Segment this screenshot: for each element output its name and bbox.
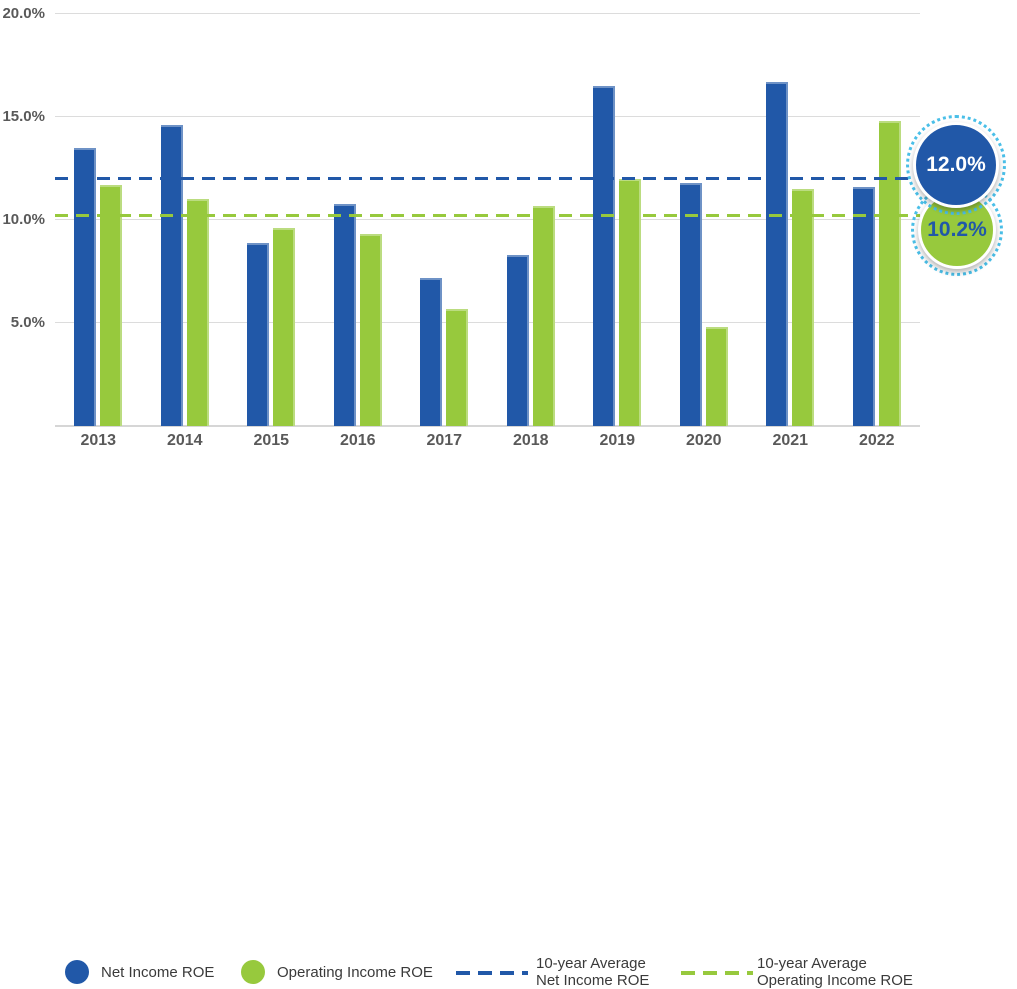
x-axis-labels: 2013 2014 2015 2016 2017 2018 2019 2020 2021 2022 bbox=[55, 432, 920, 456]
legend-operating-average-line1: 10-year Average bbox=[757, 955, 867, 972]
legend-label-operating-income: Operating Income ROE bbox=[277, 964, 433, 981]
legend-operating-average-line2: Operating Income ROE bbox=[757, 972, 913, 989]
x-tick-label-2019: 2019 bbox=[599, 432, 636, 449]
legend-net-average-line2: Net Income ROE bbox=[536, 972, 650, 989]
y-tick-label: 15.0% bbox=[2, 108, 45, 125]
net-income-dot-icon bbox=[65, 960, 89, 984]
operating-income-average-line bbox=[55, 214, 920, 218]
x-axis-line bbox=[55, 425, 920, 427]
net-average-dash-icon bbox=[456, 971, 528, 975]
net-income-average-line bbox=[55, 177, 920, 181]
net-income-bar-2020 bbox=[679, 182, 702, 426]
net-income-bar-2021 bbox=[766, 82, 789, 426]
x-tick-label-2014: 2014 bbox=[166, 432, 203, 449]
operating-average-dash-icon bbox=[681, 971, 753, 975]
bar-group-2014 bbox=[142, 14, 229, 426]
x-tick-label-2015: 2015 bbox=[253, 432, 290, 449]
legend-label-net-average: 10-year Average Net Income ROE bbox=[536, 955, 649, 989]
plot-area bbox=[55, 13, 920, 427]
net-average-value: 12.0% bbox=[926, 153, 986, 176]
legend: Net Income ROE Operating Income ROE 10-y… bbox=[0, 470, 1017, 989]
net-income-bar-2013 bbox=[74, 147, 97, 426]
x-tick-label-2022: 2022 bbox=[858, 432, 895, 449]
operating-income-bar-2022 bbox=[878, 121, 901, 426]
x-tick-label-2021: 2021 bbox=[772, 432, 809, 449]
bar-group-2022 bbox=[834, 14, 921, 426]
net-income-bar-2017 bbox=[420, 277, 443, 426]
x-tick-label-2017: 2017 bbox=[426, 432, 463, 449]
net-income-bar-2015 bbox=[247, 242, 270, 426]
gridline-10.0% bbox=[55, 219, 920, 220]
x-tick-label-2018: 2018 bbox=[512, 432, 549, 449]
y-tick-label: 5.0% bbox=[10, 314, 45, 331]
bar-group-2021 bbox=[747, 14, 834, 426]
net-income-bar-2016 bbox=[333, 203, 356, 426]
dotted-ring-icon bbox=[906, 115, 1006, 215]
y-tick-label: 20.0% bbox=[2, 5, 45, 22]
gridline-15.0% bbox=[55, 116, 920, 117]
bar-group-2015 bbox=[228, 14, 315, 426]
roe-bar-chart: 5.0% 10.0% 15.0% 20.0% 2013 2014 2015 2016 2017… bbox=[0, 5, 1017, 989]
bar-group-2017 bbox=[401, 14, 488, 426]
operating-income-bar-2016 bbox=[359, 234, 382, 426]
operating-income-bar-2018 bbox=[532, 205, 555, 426]
operating-average-value: 10.2% bbox=[927, 218, 987, 241]
gridline-20.0% bbox=[55, 13, 920, 14]
legend-net-average-line1: 10-year Average bbox=[536, 955, 646, 972]
gridline-5.0% bbox=[55, 322, 920, 323]
legend-label-operating-average: 10-year Average Operating Income ROE bbox=[757, 955, 913, 989]
operating-income-bar-2019 bbox=[619, 178, 642, 426]
operating-income-dot-icon bbox=[241, 960, 265, 984]
operating-income-bar-2014 bbox=[186, 199, 209, 426]
bar-group-2016 bbox=[315, 14, 402, 426]
bar-group-2019 bbox=[574, 14, 661, 426]
bar-group-2013 bbox=[55, 14, 142, 426]
y-axis-labels: 5.0% 10.0% 15.0% 20.0% bbox=[0, 5, 50, 426]
x-tick-label-2020: 2020 bbox=[685, 432, 722, 449]
x-tick-label-2016: 2016 bbox=[339, 432, 376, 449]
legend-label-net-income: Net Income ROE bbox=[101, 964, 215, 981]
x-tick-label-2013: 2013 bbox=[80, 432, 117, 449]
net-income-bar-2022 bbox=[852, 187, 875, 426]
operating-income-bar-2020 bbox=[705, 327, 728, 426]
operating-income-bar-2021 bbox=[792, 189, 815, 426]
net-income-bar-2014 bbox=[160, 125, 183, 426]
operating-income-bar-2015 bbox=[273, 228, 296, 426]
operating-income-bar-2017 bbox=[446, 308, 469, 426]
operating-income-bar-2013 bbox=[100, 185, 123, 426]
net-income-bar-2019 bbox=[593, 86, 616, 426]
net-income-bar-2018 bbox=[506, 255, 529, 426]
bar-group-2020 bbox=[661, 14, 748, 426]
net-average-circle: 12.0% bbox=[913, 122, 999, 208]
bar-group-2018 bbox=[488, 14, 575, 426]
bar-groups bbox=[55, 14, 920, 426]
y-tick-label: 10.0% bbox=[2, 211, 45, 228]
